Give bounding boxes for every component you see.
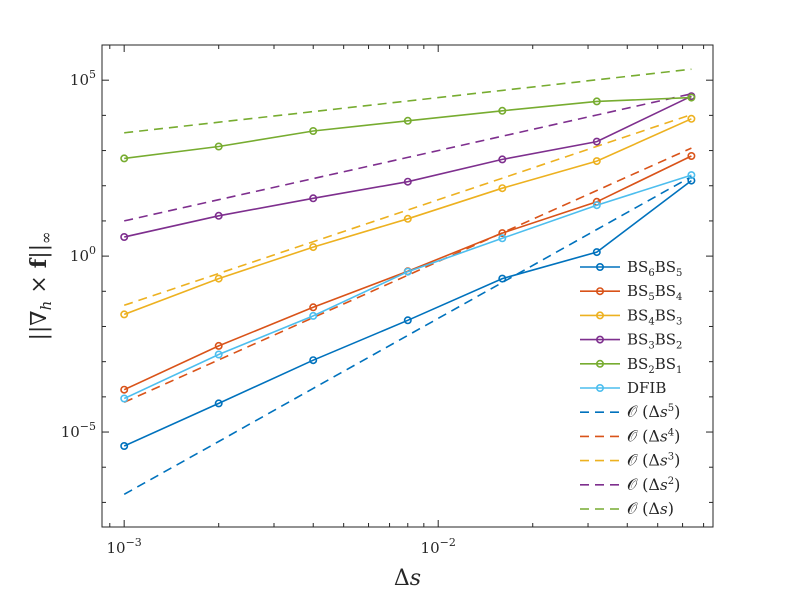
legend-label-0: BS6BS5 (627, 258, 682, 279)
legend-entry-9: 𝒪 (Δs2) (580, 475, 680, 494)
series-line-4 (124, 96, 692, 160)
data-point-3-5 (592, 137, 601, 146)
axes: 10−3 10−2 10−5 100 105 Δs ||∇h × f||∞ (26, 44, 714, 591)
legend-marker-5 (595, 383, 604, 392)
legend-entry-3: BS3BS2 (580, 331, 682, 352)
legend-entry-4: BS2BS1 (580, 355, 682, 376)
legend-entry-5: DFIB (580, 379, 666, 397)
series-line-8 (123, 113, 692, 307)
data-point-0-1 (214, 399, 223, 408)
series-line-0 (123, 179, 692, 447)
legend-label-4: BS2BS1 (627, 355, 682, 376)
data-point-0-5 (592, 248, 601, 257)
series-line-7 (123, 147, 692, 404)
x-tick-label-0: 10−3 (107, 536, 142, 557)
series-line-3 (124, 95, 692, 238)
legend-label-8: 𝒪 (Δs3) (627, 451, 680, 470)
legend: BS6BS5 BS5BS4 BS4BS3 BS3BS2 BS2BS1 DFIB 𝒪 (Δs5… (580, 258, 682, 518)
y-axis-label: ||∇h × f||∞ (26, 231, 55, 340)
legend-entry-6: 𝒪 (Δs5) (580, 402, 680, 421)
legend-entry-8: 𝒪 (Δs3) (580, 451, 680, 470)
data-point-5-1 (214, 350, 223, 359)
data-point-0-6 (687, 176, 696, 185)
series-line-9 (124, 93, 692, 222)
legend-marker-2 (595, 311, 604, 320)
legend-marker-4 (595, 359, 604, 368)
legend-entry-2: BS4BS3 (580, 306, 682, 327)
data-point-2-1 (214, 274, 223, 283)
x-axis-label: Δs (394, 566, 421, 591)
data-point-4-5 (592, 97, 601, 106)
data-point-1-2 (309, 303, 318, 312)
y-tick-label-2: 105 (70, 68, 96, 89)
data-point-3-0 (120, 233, 129, 242)
data-point-4-6 (687, 93, 696, 102)
legend-entry-7: 𝒪 (Δs4) (580, 426, 680, 445)
legend-label-2: BS4BS3 (627, 306, 682, 327)
data-point-4-4 (498, 106, 507, 115)
data-point-3-4 (498, 155, 507, 164)
legend-marker-0 (595, 262, 604, 271)
series-line-2 (123, 118, 692, 316)
legend-label-3: BS3BS2 (627, 331, 682, 352)
data-point-2-5 (592, 157, 601, 166)
y-tick-label-0: 10−5 (61, 420, 96, 441)
legend-entry-1: BS5BS4 (580, 282, 682, 303)
legend-label-10: 𝒪 (Δs) (627, 499, 674, 518)
legend-entry-10: 𝒪 (Δs) (580, 499, 674, 518)
data-point-2-4 (498, 184, 507, 193)
data-point-5-2 (309, 311, 318, 320)
legend-marker-1 (595, 287, 604, 296)
legend-label-7: 𝒪 (Δs4) (627, 426, 680, 445)
legend-label-1: BS5BS4 (627, 282, 682, 303)
data-point-5-0 (120, 394, 129, 403)
data-point-0-3 (403, 316, 412, 325)
data-point-4-2 (309, 127, 318, 136)
legend-label-5: DFIB (627, 379, 666, 397)
data-point-4-0 (120, 154, 129, 163)
series-line-10 (124, 68, 692, 134)
data-point-0-0 (120, 441, 129, 450)
data-point-2-6 (687, 114, 696, 123)
series-line-5 (123, 174, 692, 400)
data-point-1-6 (687, 152, 696, 161)
data-point-0-2 (309, 356, 318, 365)
plot-area (120, 68, 696, 495)
data-point-0-4 (498, 274, 507, 283)
data-point-5-3 (403, 267, 412, 276)
legend-label-6: 𝒪 (Δs5) (627, 402, 680, 421)
data-point-1-1 (214, 341, 223, 350)
data-point-1-4 (498, 229, 507, 238)
data-point-5-4 (498, 234, 507, 243)
x-tick-label-1: 10−2 (421, 536, 456, 557)
data-point-2-2 (309, 243, 318, 252)
data-point-3-2 (309, 194, 318, 203)
data-point-5-5 (592, 201, 601, 210)
y-tick-label-1: 100 (70, 244, 96, 265)
data-point-2-0 (120, 310, 129, 319)
legend-entry-0: BS6BS5 (580, 258, 682, 279)
legend-label-9: 𝒪 (Δs2) (627, 475, 680, 494)
legend-marker-3 (595, 335, 604, 344)
data-point-1-0 (120, 385, 129, 394)
data-point-2-3 (403, 214, 412, 223)
series-line-6 (123, 175, 692, 495)
data-point-4-3 (403, 116, 412, 125)
data-point-3-3 (403, 177, 412, 186)
data-point-5-6 (687, 171, 696, 180)
data-point-4-1 (214, 142, 223, 151)
data-point-3-1 (214, 211, 223, 220)
